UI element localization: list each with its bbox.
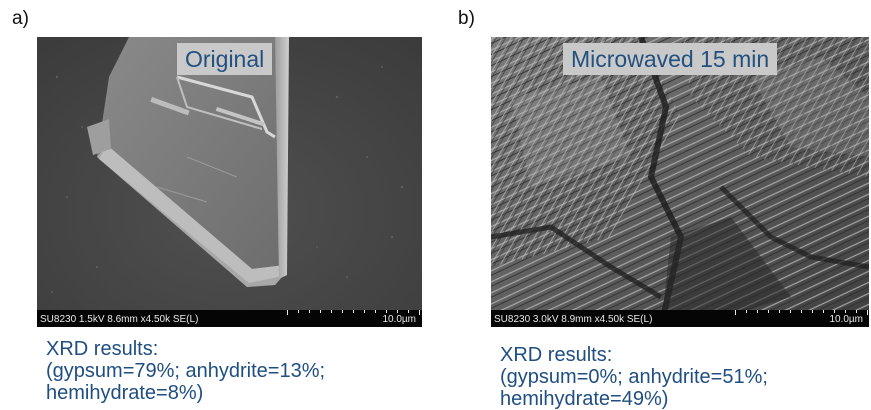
panel-b-sem-image: Microwaved 15 min SU8230 3.0kV 8.9mm x4.… — [491, 37, 869, 327]
panel-b-caption-line1: (gypsum=0%; anhydrite=51%; — [500, 366, 768, 388]
panel-a-caption: XRD results: (gypsum=79%; anhydrite=13%;… — [46, 338, 325, 404]
panel-b-caption-heading: XRD results: — [500, 344, 613, 366]
panel-b-label: Microwaved 15 min — [563, 43, 778, 75]
panel-b-scale-bar-label: 10.0µm — [829, 314, 863, 325]
panel-b-sem-metadata: SU8230 3.0kV 8.9mm x4.50k SE(L) — [494, 314, 653, 325]
microwaved-crystal-image — [491, 37, 869, 327]
panel-a-letter: a) — [12, 8, 29, 29]
panel-b-caption-line2: hemihydrate=49%) — [500, 388, 669, 410]
panel-b-scale-ticks — [735, 310, 868, 315]
original-crystal-image — [37, 37, 422, 327]
panel-a-label: Original — [177, 43, 273, 75]
panel-b-letter: b) — [458, 8, 475, 29]
panel-a-caption-line2: hemihydrate=8%) — [46, 382, 204, 404]
panel-a-caption-line1: (gypsum=79%; anhydrite=13%; — [46, 360, 326, 382]
panel-a-scale-ticks — [287, 310, 420, 315]
panel-a-sem-metadata: SU8230 1.5kV 8.6mm x4.50k SE(L) — [40, 314, 199, 325]
panel-a-caption-heading: XRD results: — [46, 338, 159, 360]
panel-a-info-bar: SU8230 1.5kV 8.6mm x4.50k SE(L) 10.0µm — [37, 310, 422, 327]
panel-a-scale-bar-label: 10.0µm — [382, 314, 416, 325]
panel-b-caption: XRD results: (gypsum=0%; anhydrite=51%; … — [500, 344, 768, 410]
panel-a-sem-image: Original SU8230 1.5kV 8.6mm x4.50k SE(L)… — [37, 37, 422, 327]
panel-b-info-bar: SU8230 3.0kV 8.9mm x4.50k SE(L) 10.0µm — [491, 310, 869, 327]
